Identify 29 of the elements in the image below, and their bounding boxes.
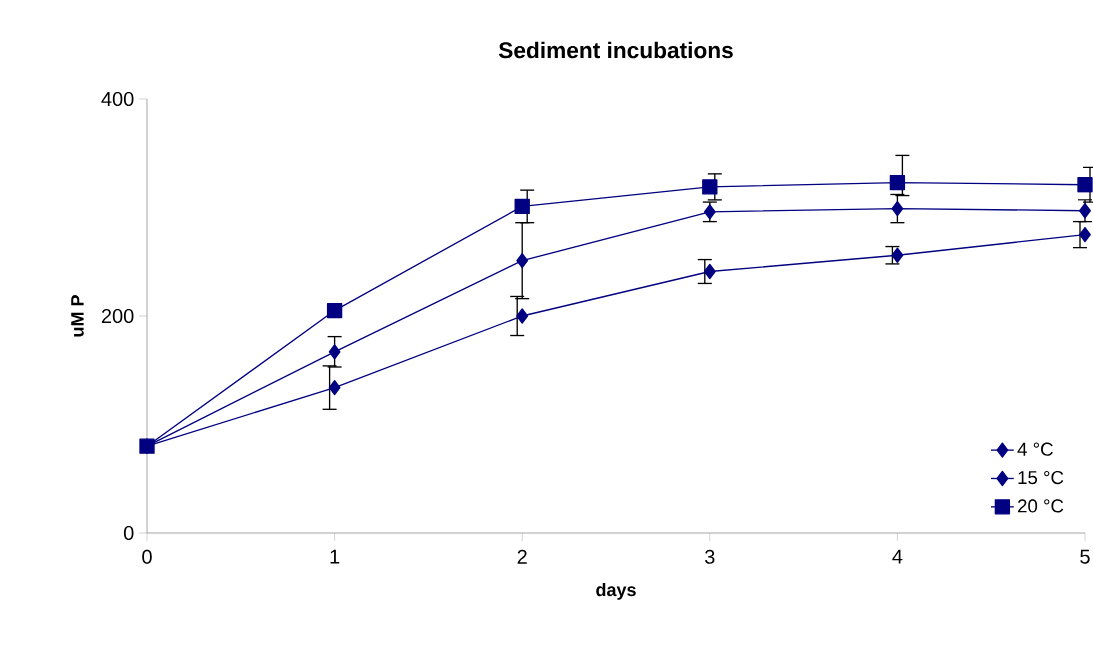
legend-label: 20 °C bbox=[1018, 499, 1064, 513]
point bbox=[514, 198, 530, 215]
x-tick-label: 0 bbox=[142, 549, 152, 564]
point bbox=[516, 308, 529, 324]
point bbox=[889, 174, 906, 191]
point bbox=[139, 438, 155, 454]
y-axis-title: uM P bbox=[71, 295, 84, 337]
point bbox=[328, 344, 341, 360]
point bbox=[326, 302, 343, 319]
point bbox=[702, 179, 718, 195]
point bbox=[891, 200, 904, 217]
x-tick-label: 5 bbox=[1080, 549, 1090, 564]
point bbox=[703, 263, 716, 280]
point bbox=[516, 252, 529, 269]
x-tick-label: 1 bbox=[330, 549, 340, 564]
y-tick-label: 400 bbox=[101, 91, 134, 107]
x-axis-title: days bbox=[596, 583, 636, 600]
x-tick-label: 3 bbox=[704, 549, 715, 564]
legend-label: 15 °C bbox=[1018, 470, 1064, 485]
point bbox=[1079, 226, 1091, 243]
point bbox=[328, 379, 341, 396]
legend-label: 4 °C bbox=[1017, 442, 1053, 456]
point bbox=[891, 247, 904, 263]
chart-title: Sediment incubations bbox=[498, 41, 733, 59]
x-tick-label: 4 bbox=[892, 549, 903, 564]
y-tick-label: 0 bbox=[123, 525, 134, 541]
point bbox=[1079, 203, 1091, 219]
x-tick-label: 2 bbox=[517, 549, 527, 564]
y-tick-label: 200 bbox=[101, 308, 134, 324]
